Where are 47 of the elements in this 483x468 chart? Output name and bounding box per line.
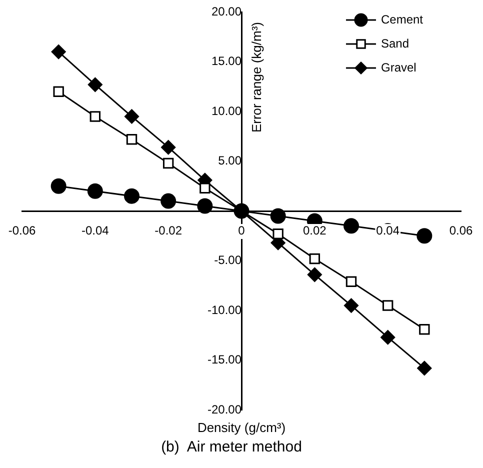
x-tick-label: 0: [238, 223, 246, 238]
legend-label: Sand: [381, 36, 410, 50]
text: (b) Air meter method: [161, 438, 302, 456]
x-tick-label: -0.02: [154, 223, 182, 238]
point: [161, 140, 176, 155]
point: [90, 111, 101, 122]
y-tick-label: -10.00: [207, 302, 242, 317]
point: [344, 298, 358, 313]
x-tick-label: 0.06: [449, 223, 473, 238]
y-tick-label: -20.00: [207, 402, 242, 416]
point: [270, 208, 286, 224]
point: [382, 300, 394, 311]
point: [380, 330, 396, 345]
x-axis-title: Density (g/cm³): [197, 420, 286, 436]
point: [162, 158, 174, 169]
point: [160, 193, 176, 209]
point: [417, 360, 432, 376]
point: [124, 109, 139, 124]
x-tick-label: 0.02: [302, 223, 327, 238]
point: [51, 44, 66, 60]
x-tick-label: -0.04: [81, 223, 110, 238]
legend-label: Gravel: [381, 60, 416, 74]
point: [126, 134, 138, 145]
point: [88, 77, 102, 92]
y-tick-label: 5.00: [218, 154, 242, 168]
y-tick-label: 15.00: [211, 54, 242, 68]
point: [346, 276, 357, 287]
point: [344, 218, 359, 234]
point: [200, 182, 210, 194]
y-tick-label: 20.00: [211, 4, 242, 18]
point: [272, 228, 284, 240]
point: [419, 324, 430, 335]
point: [87, 183, 103, 199]
x-tick-label: -0.06: [8, 223, 36, 238]
y-tick-label: -15.00: [207, 352, 242, 367]
y-axis-title: Error range (kg/m³): [249, 22, 264, 133]
point: [50, 178, 66, 194]
point: [309, 253, 320, 264]
point: [197, 198, 213, 214]
y-tick-label: -5.00: [214, 253, 242, 268]
point: [53, 86, 64, 97]
point: [416, 228, 432, 244]
y-tick-label: 10.00: [211, 104, 242, 118]
point: [234, 203, 250, 219]
point: [307, 267, 322, 282]
point: [124, 188, 140, 204]
legend-label: Cement: [381, 12, 424, 26]
